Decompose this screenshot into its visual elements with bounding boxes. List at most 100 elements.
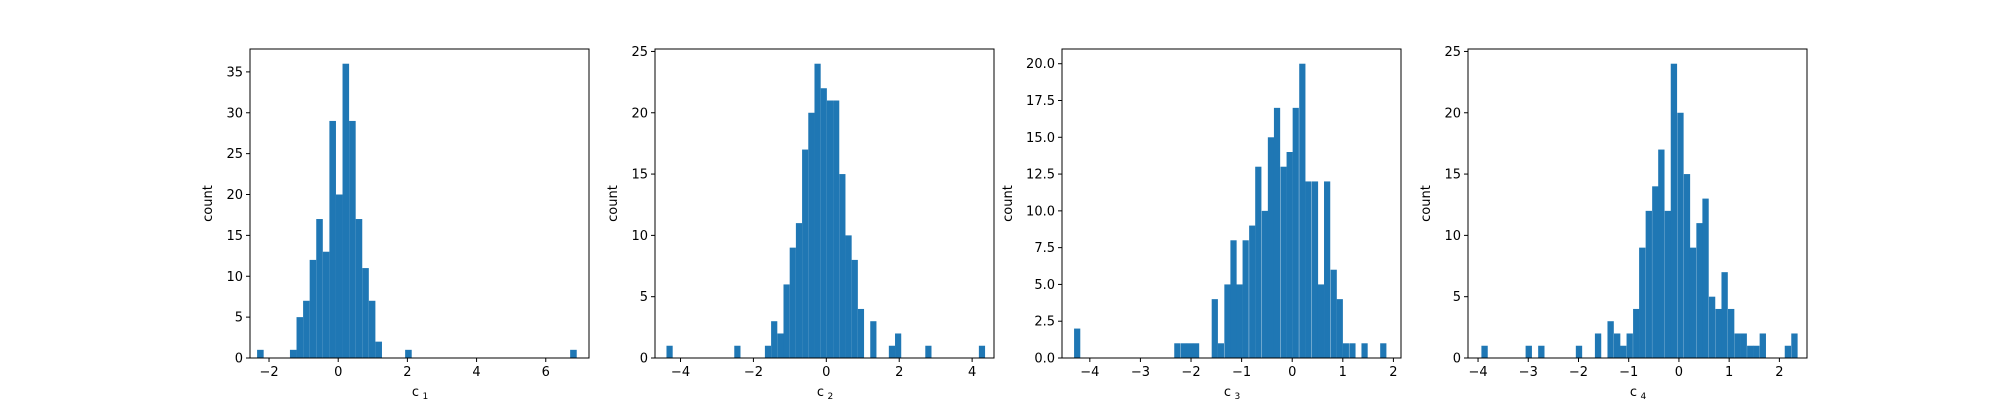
- x-axis-label-subscript: 2: [828, 392, 834, 400]
- axes-frame: [249, 48, 590, 359]
- histogram-bar: [888, 345, 896, 358]
- y-tick-label: 5: [1453, 290, 1461, 305]
- histogram-bar: [1349, 343, 1356, 358]
- x-tick-label: −4: [1080, 365, 1099, 380]
- histogram-bar: [1525, 345, 1532, 358]
- histogram-bar: [1639, 247, 1646, 358]
- histogram-bar: [895, 333, 902, 358]
- histogram-bar: [734, 345, 741, 358]
- histogram-bar: [322, 251, 330, 358]
- histogram-bar: [1721, 272, 1728, 358]
- y-tick-label: 2.5: [1034, 315, 1055, 330]
- x-axis-label-subscript: 3: [1235, 392, 1241, 400]
- x-tick-label: −2: [259, 365, 278, 380]
- histogram-bar: [925, 345, 932, 358]
- x-tick-label: 0: [334, 365, 342, 380]
- histogram-bar: [1380, 343, 1387, 358]
- x-axis-label: c: [817, 385, 824, 400]
- x-tick-label: −1: [1619, 365, 1638, 380]
- histogram-bar: [1224, 284, 1231, 358]
- y-tick-label: 0: [235, 352, 243, 367]
- y-tick-label: 15: [631, 168, 648, 183]
- y-axis-label: count: [1419, 185, 1434, 222]
- x-tick-label: 4: [968, 365, 976, 380]
- y-axis-label: count: [606, 185, 621, 222]
- axes-frame: [1061, 48, 1402, 359]
- histogram-bar: [329, 120, 336, 358]
- histogram-bar: [839, 174, 846, 358]
- histogram-bar: [349, 120, 356, 358]
- y-tick-label: 30: [226, 106, 243, 121]
- y-tick-label: 20: [1444, 106, 1461, 121]
- x-tick-label: −2: [744, 365, 763, 380]
- y-tick-label: 10: [1444, 229, 1461, 244]
- x-axis-label-subscript: 1: [423, 392, 429, 400]
- histogram-bar: [1689, 247, 1697, 358]
- histogram-bar: [1317, 284, 1325, 358]
- histogram-bar: [316, 219, 323, 358]
- y-tick-label: 15: [1444, 168, 1461, 183]
- histogram-bar: [1702, 198, 1709, 358]
- histogram-bar: [1740, 333, 1747, 358]
- histogram-bar: [1728, 308, 1735, 358]
- x-tick-label: 2: [895, 365, 903, 380]
- x-tick-label: 2: [403, 365, 411, 380]
- histogram-bar: [1280, 166, 1287, 358]
- histogram-bar: [777, 333, 784, 358]
- histogram-bar: [1299, 63, 1306, 359]
- histogram-bar: [375, 341, 382, 358]
- histogram-bar: [1715, 308, 1722, 358]
- histogram-bar: [1607, 321, 1614, 358]
- histogram-bar: [1242, 240, 1249, 358]
- y-tick-label: 0.0: [1034, 352, 1055, 367]
- y-tick-label: 20: [226, 188, 243, 203]
- histogram-bar: [795, 223, 803, 358]
- histogram-bar: [1670, 63, 1678, 359]
- y-tick-label: 25: [1444, 45, 1461, 60]
- histogram-bar: [789, 247, 796, 358]
- histogram-bar: [1664, 210, 1672, 358]
- histogram-bar: [1658, 149, 1665, 358]
- x-tick-label: 1: [1725, 365, 1733, 380]
- y-tick-label: 12.5: [1026, 168, 1055, 183]
- histogram-bar: [1708, 296, 1716, 358]
- histogram-bar: [1286, 152, 1293, 358]
- y-tick-label: 10: [226, 270, 243, 285]
- x-tick-label: −3: [1519, 365, 1538, 380]
- x-tick-label: −4: [671, 365, 690, 380]
- x-tick-label: −2: [1181, 365, 1200, 380]
- histogram-panel-c1: −2 0 2 4 6 0 5 10 15 20 25 30 35 c 1 count: [201, 48, 590, 400]
- histogram-bar: [303, 300, 310, 358]
- histogram-bar: [808, 112, 815, 358]
- axes-frame: [654, 48, 995, 359]
- y-tick-label: 25: [631, 45, 648, 60]
- x-tick-label: −2: [1569, 365, 1588, 380]
- histogram-bar: [1696, 223, 1703, 358]
- histogram-bar: [296, 317, 304, 358]
- histogram-panel-c3: −4 −3 −2 −1 0 1 20.02.55.07.510.012.515.017.52…: [1001, 48, 1402, 400]
- y-tick-label: 20: [631, 106, 648, 121]
- y-tick-label: 5: [235, 311, 243, 326]
- histogram-bar: [1305, 181, 1312, 358]
- histogram-bar: [405, 349, 412, 358]
- histogram-bar: [1230, 240, 1237, 358]
- x-tick-label: 4: [472, 365, 480, 380]
- x-tick-label: −4: [1468, 365, 1487, 380]
- histogram-bar: [1633, 308, 1640, 358]
- histogram-bar: [335, 194, 343, 358]
- x-tick-label: 1: [1339, 365, 1347, 380]
- histogram-bar: [355, 219, 363, 358]
- y-tick-label: 10.0: [1026, 204, 1055, 219]
- histogram-bar: [857, 308, 865, 358]
- y-tick-label: 7.5: [1034, 241, 1055, 256]
- histogram-bar: [1217, 343, 1224, 358]
- histogram-bar: [1747, 345, 1754, 358]
- histogram-bar: [1645, 210, 1652, 358]
- y-tick-label: 5: [640, 290, 648, 305]
- histogram-bar: [1180, 343, 1188, 358]
- x-axis-label: c: [412, 385, 419, 400]
- histogram-bar: [1784, 345, 1792, 358]
- histogram-bar: [1626, 333, 1633, 358]
